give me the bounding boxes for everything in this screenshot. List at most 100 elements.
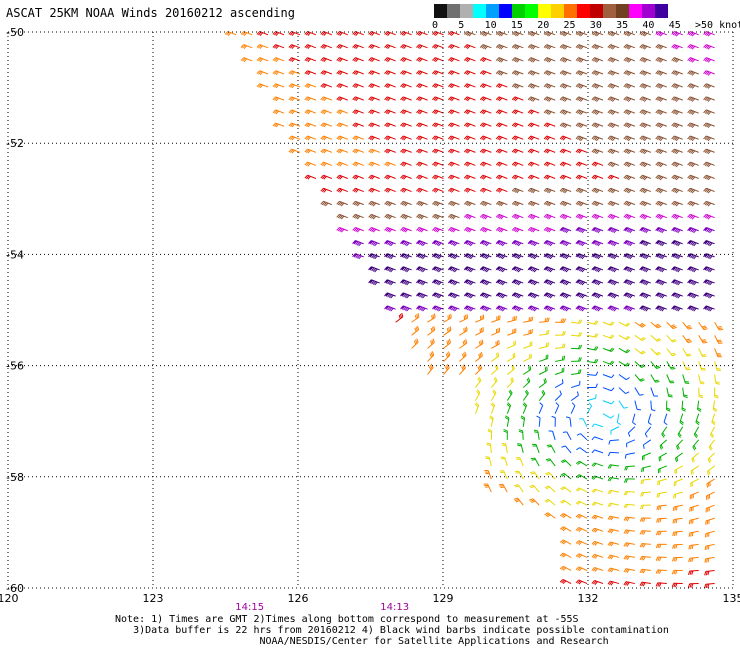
wind-barb xyxy=(400,174,412,180)
wind-barb xyxy=(639,504,651,510)
wind-barb xyxy=(575,526,588,532)
wind-barb xyxy=(644,426,652,438)
wind-barb xyxy=(495,31,508,37)
wind-barb xyxy=(639,517,651,522)
wind-barb xyxy=(304,96,317,102)
legend-label-0: 0 xyxy=(432,20,439,31)
wind-barb xyxy=(687,44,699,50)
x-tick-label-129: 129 xyxy=(433,592,454,605)
wind-barb xyxy=(447,266,460,273)
wind-barb xyxy=(304,148,317,154)
wind-barb xyxy=(479,57,492,63)
wind-barb xyxy=(288,70,301,76)
wind-barb xyxy=(511,57,524,63)
wind-barb xyxy=(671,174,683,181)
wind-barb xyxy=(495,57,508,63)
wind-barb xyxy=(515,457,524,467)
wind-barb xyxy=(591,475,604,480)
wind-barb xyxy=(416,200,428,207)
wind-barb xyxy=(575,292,588,299)
wind-barb xyxy=(559,539,572,545)
wind-barb xyxy=(623,135,636,142)
wind-barb xyxy=(483,483,492,493)
wind-barb xyxy=(432,187,444,193)
wind-barb xyxy=(672,517,683,524)
wind-barb xyxy=(544,485,556,493)
wind-barb xyxy=(384,44,396,50)
wind-barb xyxy=(714,321,724,331)
wind-barb xyxy=(367,266,380,273)
wind-barb xyxy=(607,554,620,560)
legend-swatch-4 xyxy=(486,4,499,18)
wind-barb xyxy=(575,187,588,194)
wind-barb xyxy=(432,70,444,76)
wind-barb xyxy=(623,555,635,560)
wind-barb xyxy=(686,305,699,312)
legend-swatch-17 xyxy=(655,4,668,18)
wind-barb xyxy=(511,200,524,207)
wind-barb xyxy=(352,161,364,167)
wind-barb xyxy=(575,161,588,167)
wind-barb xyxy=(703,174,715,181)
wind-barb xyxy=(655,83,667,89)
wind-barb xyxy=(575,566,588,572)
wind-barb xyxy=(602,400,615,405)
wind-barb xyxy=(591,501,604,507)
wind-barb xyxy=(256,31,269,36)
wind-barb xyxy=(543,292,556,299)
wind-barb xyxy=(607,70,620,76)
wind-barb xyxy=(607,541,620,547)
wind-barb xyxy=(655,226,667,234)
wind-barb xyxy=(639,200,652,207)
wind-barb xyxy=(686,253,699,260)
wind-barb xyxy=(527,200,540,207)
wind-barb xyxy=(400,83,412,89)
wind-barb xyxy=(607,96,620,102)
wind-barb xyxy=(703,213,715,220)
wind-barb xyxy=(448,109,460,115)
wind-barb xyxy=(666,361,676,370)
wind-barb xyxy=(655,148,667,155)
wind-barb xyxy=(687,187,699,194)
wind-barb xyxy=(655,109,667,115)
wind-barb xyxy=(527,253,540,260)
wind-barb xyxy=(708,439,716,451)
wind-barb xyxy=(703,57,715,63)
wind-barb xyxy=(591,240,604,247)
wind-barb xyxy=(448,213,460,220)
wind-barb xyxy=(586,320,599,325)
wind-barb xyxy=(543,174,556,180)
wind-barb xyxy=(559,279,572,286)
wind-barb xyxy=(463,148,476,154)
wind-barb xyxy=(576,447,588,454)
wind-barb xyxy=(670,279,683,286)
wind-barb xyxy=(352,187,364,193)
wind-barb xyxy=(657,478,667,486)
wind-barb xyxy=(416,187,428,193)
wind-barb xyxy=(448,187,460,193)
wind-barb xyxy=(479,292,492,299)
wind-barb xyxy=(670,226,683,234)
wind-barb xyxy=(501,442,508,453)
wind-barb xyxy=(463,135,476,141)
wind-barb xyxy=(400,226,412,233)
wind-barb xyxy=(704,569,715,576)
wind-barb xyxy=(448,96,460,102)
legend-swatch-11 xyxy=(577,4,590,18)
wind-barb xyxy=(491,340,500,349)
wind-barb xyxy=(591,31,604,37)
wind-barb xyxy=(575,109,588,115)
wind-barb xyxy=(702,240,715,247)
wind-barb xyxy=(486,442,492,453)
wind-barb xyxy=(623,305,636,312)
wind-barb xyxy=(527,70,540,76)
wind-barb xyxy=(511,240,524,247)
wind-barb xyxy=(527,279,540,286)
wind-barb xyxy=(607,489,620,495)
wind-barb xyxy=(607,174,620,180)
wind-barb xyxy=(655,279,667,286)
wind-barb xyxy=(411,325,420,336)
wind-barb xyxy=(674,465,683,475)
x-tick-label-120: 120 xyxy=(0,592,19,605)
legend-swatch-14 xyxy=(616,4,629,18)
